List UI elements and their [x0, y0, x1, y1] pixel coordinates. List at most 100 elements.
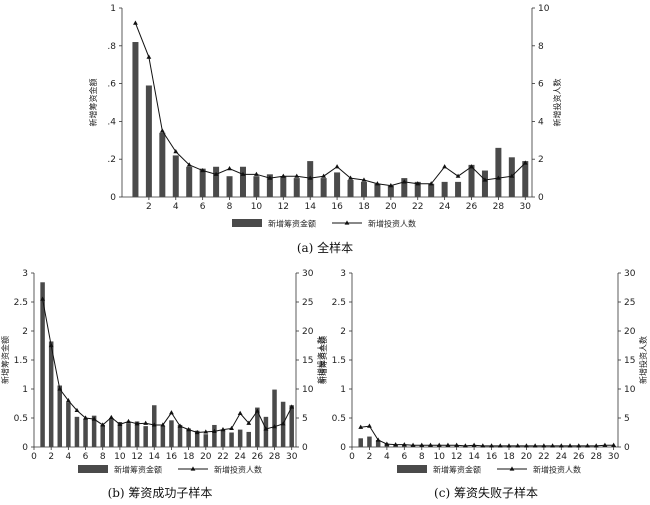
line-point [117, 421, 123, 426]
line-point [334, 164, 340, 169]
line-point [267, 175, 273, 180]
chart-caption: (c) 筹资失败子样本 [434, 485, 538, 500]
left-y-tick-label: 3 [22, 269, 28, 279]
line-point [40, 296, 45, 301]
right-y-tick-label: 10 [302, 385, 314, 395]
line-point [522, 160, 528, 165]
bar [358, 438, 363, 447]
x-tick-label: 24 [439, 202, 451, 212]
x-tick-label: 26 [466, 202, 478, 212]
line-point [602, 442, 608, 447]
bar [126, 423, 131, 447]
x-tick-label: 24 [234, 452, 246, 462]
bar [48, 341, 54, 447]
legend-label: 新增投资人数 [533, 465, 581, 475]
bar [289, 405, 294, 447]
line-point [65, 398, 71, 403]
investor-line [42, 299, 293, 434]
left-y-tick-label: .8 [107, 42, 116, 52]
legend-triangle-marker [190, 466, 196, 471]
right-y-tick-label: 15 [624, 356, 635, 366]
bar [132, 42, 139, 197]
line-point [254, 171, 259, 176]
line-point [375, 437, 381, 442]
line-point [462, 443, 468, 448]
bar [194, 430, 200, 447]
x-tick-label: 12 [278, 202, 289, 212]
line-point [194, 429, 200, 435]
bar [186, 166, 193, 197]
x-tick-label: 10 [433, 452, 445, 462]
legend-triangle-marker [509, 466, 515, 471]
left-y-tick-label: 2 [22, 327, 28, 337]
chart-caption: (b) 筹资成功子样本 [108, 485, 213, 500]
right-y-tick-label: 30 [624, 269, 636, 279]
line-point [108, 414, 114, 420]
x-tick-label: 30 [520, 202, 532, 212]
line-point [200, 167, 206, 173]
bar [293, 178, 300, 197]
bar [255, 407, 260, 447]
left-axis-title: 新增筹资金额 [318, 336, 328, 384]
x-tick-label: 14 [149, 452, 161, 462]
line-point [541, 443, 547, 448]
bar [495, 147, 502, 197]
line-point [558, 443, 564, 448]
legend-label: 新增筹资金额 [433, 465, 481, 475]
bar [109, 418, 114, 447]
x-tick-label: 12 [131, 452, 142, 462]
bar [186, 428, 191, 447]
bar [253, 176, 260, 197]
x-tick-label: 22 [538, 452, 549, 462]
x-tick-label: 16 [166, 452, 178, 462]
line-point [550, 443, 555, 448]
x-tick-label: 30 [608, 452, 620, 462]
bar [246, 431, 252, 447]
line-point [280, 421, 286, 426]
bar [83, 418, 88, 447]
line-point [428, 442, 433, 447]
line-point [213, 171, 219, 176]
x-tick-label: 22 [412, 202, 423, 212]
bar [160, 426, 166, 447]
x-tick-label: 20 [385, 202, 397, 212]
line-point [401, 179, 407, 184]
line-point [294, 173, 300, 178]
right-y-tick-label: 25 [302, 298, 313, 308]
line-point [482, 177, 488, 182]
right-y-tick-label: 4 [538, 117, 544, 127]
line-point [497, 443, 503, 448]
line-point [515, 443, 521, 448]
bar [143, 426, 148, 447]
right-y-tick-label: 5 [624, 414, 630, 424]
line-point [442, 164, 448, 169]
left-y-tick-label: 3 [340, 269, 346, 279]
legend-label: 新增筹资金额 [114, 465, 162, 475]
right-y-tick-label: 25 [624, 298, 635, 308]
bar [266, 174, 273, 197]
left-y-tick-label: 0 [110, 193, 116, 203]
line-point [227, 166, 232, 171]
line-point [263, 426, 269, 431]
line-point [159, 128, 165, 133]
line-point [445, 442, 451, 447]
line-point [240, 171, 246, 176]
line-point [126, 418, 131, 424]
line-point [307, 175, 313, 180]
line-point [367, 423, 372, 428]
bar [159, 132, 166, 197]
line-point [436, 442, 442, 447]
line-point [237, 410, 243, 415]
line-point [100, 422, 106, 427]
bar [428, 183, 435, 197]
x-tick-label: 6 [401, 452, 407, 462]
x-tick-label: 28 [269, 452, 281, 462]
x-tick-label: 6 [83, 452, 89, 462]
x-tick-label: 30 [286, 452, 298, 462]
x-tick-label: 4 [65, 452, 71, 462]
bar [468, 164, 475, 197]
left-y-tick-label: 0 [340, 443, 346, 453]
x-tick-label: 24 [556, 452, 568, 462]
